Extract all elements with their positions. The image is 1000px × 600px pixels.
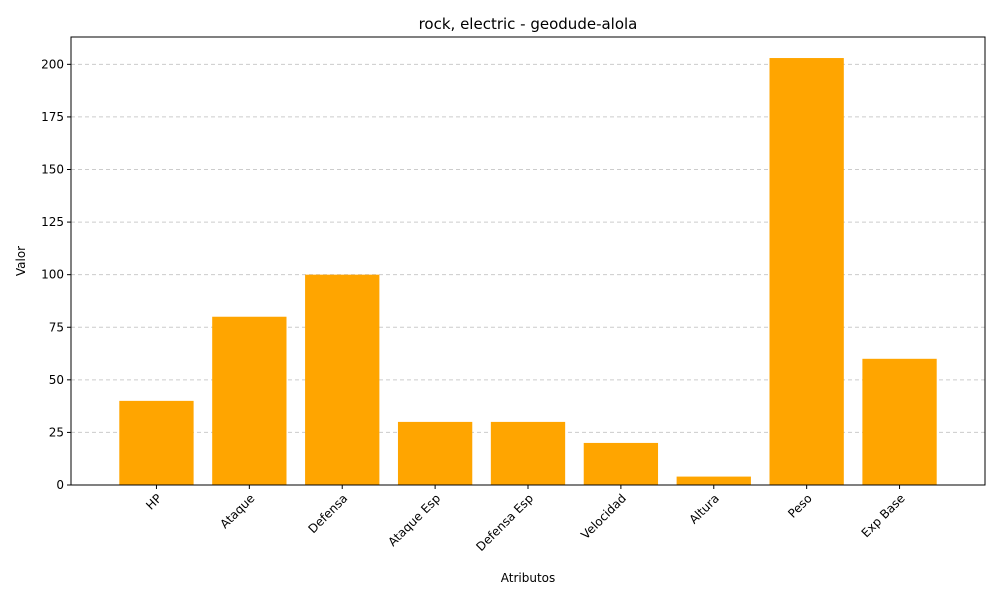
bar	[862, 358, 937, 485]
bar	[769, 58, 844, 485]
chart-title: rock, electric - geodude-alola	[419, 15, 638, 33]
y-tick-label: 200	[41, 57, 64, 71]
x-tick-label: Ataque Esp	[385, 491, 443, 549]
x-axis-label: Atributos	[501, 571, 556, 585]
x-tick-label: Velocidad	[578, 491, 629, 542]
x-tick-label: HP	[143, 491, 164, 512]
y-tick-label: 150	[41, 163, 64, 177]
bar	[212, 316, 287, 485]
y-tick-label: 75	[49, 320, 64, 334]
x-axis-ticks: HP Ataque Defensa Ataque Esp Defensa Esp Velo…	[143, 485, 908, 554]
bar	[676, 476, 751, 485]
x-tick-label: Defensa Esp	[473, 491, 536, 554]
bar	[119, 400, 194, 485]
bar	[583, 442, 659, 485]
y-axis-label: Valor	[14, 246, 28, 276]
y-axis-ticks: 0 25 50 75 100 125 150 175 200	[41, 57, 71, 492]
x-tick-label: Ataque	[217, 491, 257, 531]
plot-frame	[70, 36, 986, 486]
y-tick-label: 125	[41, 215, 64, 229]
bars-layer	[119, 58, 937, 485]
y-tick-label: 25	[49, 425, 64, 439]
y-tick-label: 100	[41, 268, 64, 282]
x-tick-label: Exp Base	[859, 491, 908, 540]
bar	[490, 421, 566, 485]
bar	[305, 274, 380, 485]
y-tick-label: 0	[56, 478, 64, 492]
x-tick-label: Peso	[785, 491, 815, 521]
x-tick-label: Altura	[686, 491, 721, 526]
y-tick-label: 175	[41, 110, 64, 124]
bar	[397, 421, 473, 485]
x-tick-label: Defensa	[305, 491, 350, 536]
y-tick-label: 50	[49, 373, 64, 387]
